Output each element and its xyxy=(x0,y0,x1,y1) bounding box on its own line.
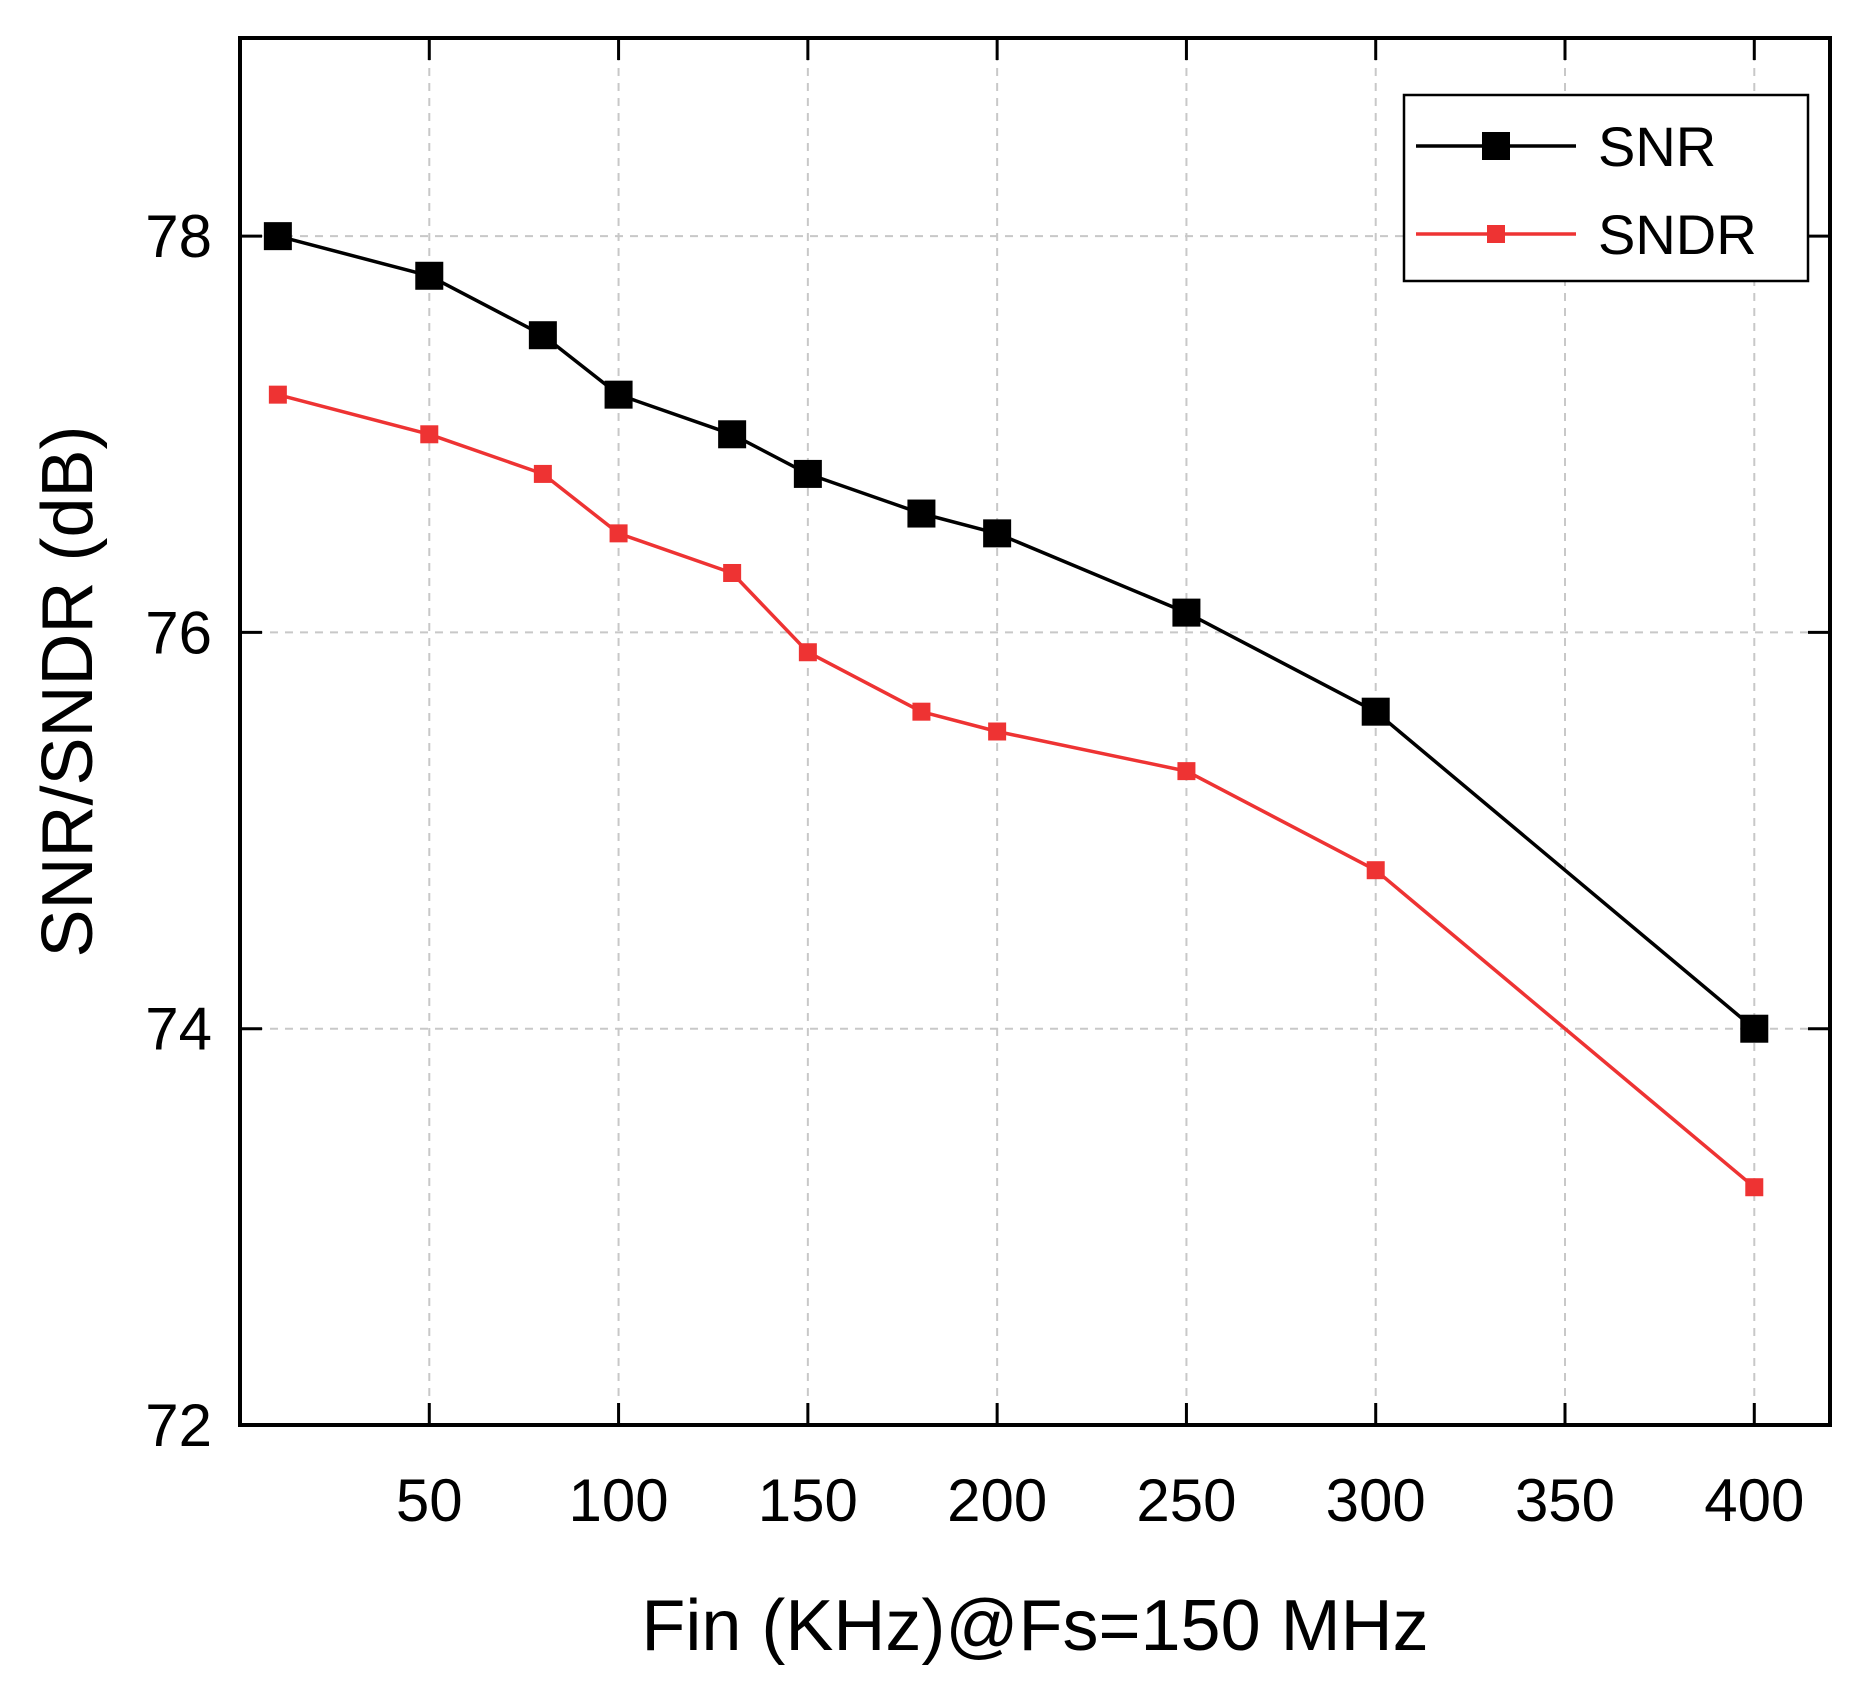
data-point xyxy=(528,321,557,350)
data-point xyxy=(415,261,444,290)
plot-frame xyxy=(238,36,1832,1427)
legend: SNR SNDR xyxy=(1402,93,1810,283)
data-point xyxy=(604,380,633,409)
data-point xyxy=(1177,762,1196,781)
y-tick-label: 78 xyxy=(145,203,212,270)
x-tick-label: 300 xyxy=(1326,1467,1426,1534)
data-point xyxy=(533,464,552,483)
legend-entry-snr: SNR xyxy=(1416,115,1716,178)
data-point xyxy=(1740,1014,1769,1043)
x-tick-label: 50 xyxy=(396,1467,463,1534)
series-layer xyxy=(263,222,1769,1197)
data-point xyxy=(609,524,628,543)
data-point xyxy=(798,643,817,662)
y-tick-label: 76 xyxy=(145,599,212,666)
data-point xyxy=(263,222,292,251)
legend-label: SNDR xyxy=(1598,203,1757,266)
axis-ticks: 50 100 150 200 250 300 350 400 72 74 76 78 xyxy=(145,38,1830,1534)
data-point xyxy=(983,519,1012,548)
data-point xyxy=(988,722,1007,741)
y-axis-title: SNR/SNDR (dB) xyxy=(28,425,108,957)
series-sndr xyxy=(268,385,1764,1197)
x-axis-title: Fin (KHz)@Fs=150 MHz xyxy=(641,1586,1428,1666)
data-point xyxy=(907,499,936,528)
data-point xyxy=(1172,598,1201,627)
x-tick-label: 200 xyxy=(947,1467,1047,1534)
data-point xyxy=(793,459,822,488)
legend-label: SNR xyxy=(1598,115,1716,178)
data-point xyxy=(268,385,287,404)
x-tick-label: 400 xyxy=(1704,1467,1804,1534)
y-tick-label: 72 xyxy=(145,1392,212,1459)
series-line xyxy=(277,393,1756,1189)
data-point xyxy=(1366,861,1385,880)
data-point xyxy=(723,563,742,582)
legend-box xyxy=(1402,93,1810,283)
x-tick-label: 100 xyxy=(569,1467,669,1534)
data-point xyxy=(912,702,931,721)
legend-marker xyxy=(1487,225,1505,243)
x-tick-label: 250 xyxy=(1136,1467,1236,1534)
legend-entry-sndr: SNDR xyxy=(1416,203,1757,266)
x-tick-label: 350 xyxy=(1515,1467,1615,1534)
x-tick-label: 150 xyxy=(758,1467,858,1534)
data-point xyxy=(420,425,439,444)
data-point xyxy=(1361,697,1390,726)
data-point xyxy=(718,420,747,449)
y-tick-label: 74 xyxy=(145,996,212,1063)
series-snr xyxy=(263,222,1769,1043)
legend-marker xyxy=(1482,132,1510,160)
data-point xyxy=(1745,1178,1764,1197)
